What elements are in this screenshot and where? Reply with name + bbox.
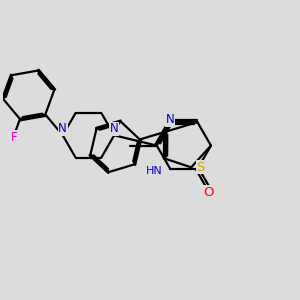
Text: N: N (166, 113, 175, 126)
Text: S: S (196, 161, 205, 174)
Text: O: O (203, 186, 214, 199)
Text: F: F (11, 131, 18, 144)
Text: N: N (110, 122, 118, 135)
Text: N: N (58, 122, 67, 135)
Text: HN: HN (146, 166, 163, 176)
